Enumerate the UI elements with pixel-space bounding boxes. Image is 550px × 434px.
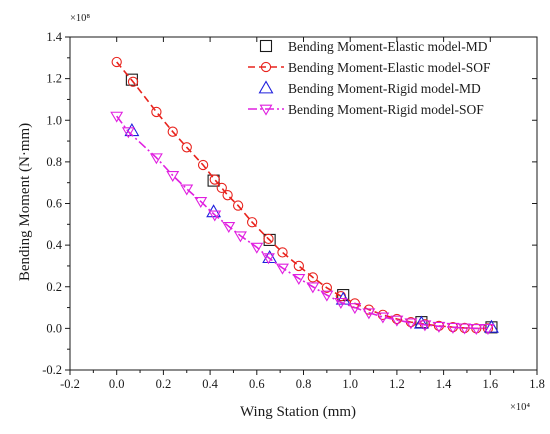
y-tick-label: 0.4 <box>46 238 62 252</box>
data-point <box>293 260 304 272</box>
legend: Bending Moment-Elastic model-MD Bending M… <box>248 39 491 117</box>
y-tick-label: 0.6 <box>46 197 62 211</box>
data-point <box>404 318 418 330</box>
data-point <box>418 320 432 332</box>
data-point <box>307 272 318 283</box>
y-tick-label: 0.0 <box>46 321 62 335</box>
legend-label: Bending Moment-Elastic model-SOF <box>288 60 491 75</box>
legend-marker <box>259 39 273 53</box>
legend-item-4: Bending Moment-Rigid model-SOF <box>248 102 484 117</box>
y-tick-label: -0.2 <box>42 363 62 377</box>
data-point <box>334 297 348 309</box>
data-point <box>222 190 233 201</box>
y-tick-label: 1.0 <box>46 113 62 127</box>
data-point <box>250 242 264 254</box>
data-point <box>110 111 124 123</box>
data-point <box>432 321 446 333</box>
data-point <box>167 126 178 137</box>
x-tick-label: 1.0 <box>342 377 358 391</box>
legend-label: Bending Moment-Elastic model-MD <box>288 39 488 54</box>
legend-item-2: Bending Moment-Elastic model-SOF <box>248 60 491 75</box>
x-tick-label: 0.6 <box>249 377 265 391</box>
data-point <box>362 308 376 320</box>
data-point <box>180 184 194 196</box>
x-axis: -0.2 0.0 0.2 0.4 0.6 0.8 1.0 1.2 1.4 1.6 1.8 <box>60 37 545 391</box>
data-point <box>232 200 244 211</box>
legend-marker <box>258 80 274 94</box>
y-tick-label: 0.8 <box>46 155 62 169</box>
x-tick-label: -0.2 <box>60 377 80 391</box>
data-point <box>292 274 306 286</box>
x-tick-label: 1.4 <box>436 377 452 391</box>
x-tick-label: 0.0 <box>109 377 125 391</box>
data-point <box>481 323 495 335</box>
y-tick-label: 1.2 <box>46 72 62 86</box>
data-point <box>469 323 483 335</box>
data-point <box>127 76 139 87</box>
data-point <box>166 171 180 182</box>
data-point <box>262 253 275 265</box>
x-tick-label: 1.6 <box>482 377 498 391</box>
data-point <box>413 315 429 329</box>
series-4 <box>110 111 495 335</box>
data-point <box>306 282 320 294</box>
legend-marker <box>259 104 273 116</box>
y-axis-title: Bending Moment (N·mm) <box>17 123 33 281</box>
data-point <box>484 319 499 333</box>
data-point <box>194 197 208 209</box>
data-point <box>209 174 220 185</box>
legend-label: Bending Moment-Rigid model-MD <box>288 81 481 96</box>
data-point <box>277 247 288 258</box>
data-point <box>276 263 289 275</box>
data-point <box>233 231 247 243</box>
x-axis-title: Wing Station (mm) <box>240 404 356 420</box>
legend-item-1: Bending Moment-Elastic model-MD <box>259 39 488 54</box>
x-axis-multiplier: ×10⁴ <box>510 402 530 413</box>
data-point <box>263 233 274 245</box>
series-3 <box>124 123 499 333</box>
legend-item-3: Bending Moment-Rigid model-MD <box>258 80 481 96</box>
data-point <box>151 106 162 118</box>
data-point <box>320 290 334 302</box>
series-layer <box>110 56 499 335</box>
data-point <box>222 221 236 233</box>
y-tick-label: 1.4 <box>46 30 62 44</box>
y-axis-multiplier: ×10⁸ <box>70 13 90 24</box>
x-tick-label: 1.2 <box>389 377 405 391</box>
data-point <box>111 56 122 68</box>
data-point <box>149 153 163 165</box>
data-point <box>376 312 390 324</box>
y-axis: -0.2 0.0 0.2 0.4 0.6 0.8 1.0 1.2 1.4 <box>42 30 537 377</box>
data-point <box>246 217 258 228</box>
legend-label: Bending Moment-Rigid model-SOF <box>288 102 484 117</box>
x-tick-label: 0.4 <box>202 377 218 391</box>
series-line <box>116 115 488 330</box>
data-point <box>348 303 362 315</box>
series-2 <box>111 56 494 334</box>
data-point <box>446 322 460 334</box>
data-point <box>121 127 135 139</box>
y-tick-label: 0.2 <box>46 280 62 294</box>
x-tick-label: 1.8 <box>529 377 545 391</box>
legend-marker <box>260 61 272 73</box>
data-point <box>197 159 209 171</box>
data-point <box>216 182 227 194</box>
x-tick-label: 0.2 <box>156 377 172 391</box>
data-point <box>321 282 332 293</box>
data-point <box>390 315 404 327</box>
data-point <box>208 210 222 222</box>
x-tick-label: 0.8 <box>296 377 312 391</box>
data-point <box>458 323 472 335</box>
data-point <box>181 142 192 153</box>
